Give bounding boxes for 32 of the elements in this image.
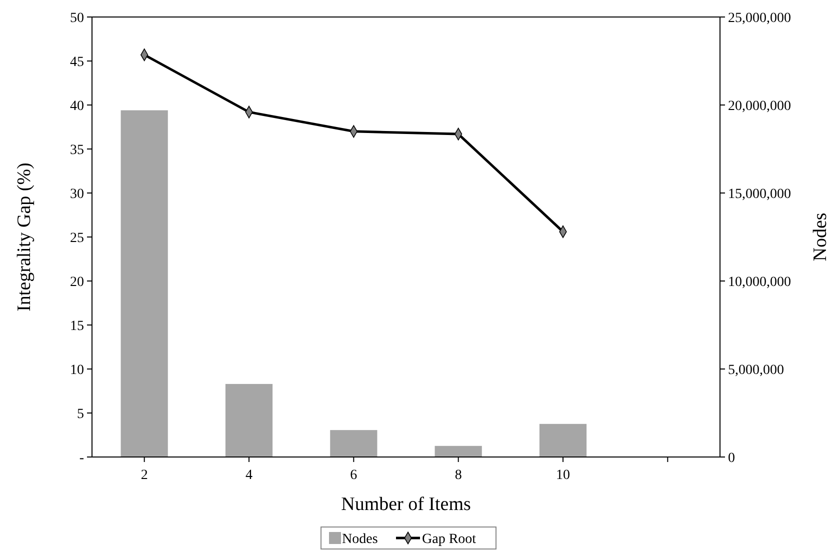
x-tick-label: 10 (556, 468, 570, 483)
x-tick-label: 6 (350, 468, 358, 483)
bar (330, 430, 378, 457)
x-tick-label: 2 (140, 468, 148, 483)
bar (434, 446, 482, 457)
x-axis-title: Number of Items (341, 494, 471, 515)
y2-tick-label: 20,000,000 (728, 99, 791, 114)
y-tick-label: 50 (70, 11, 84, 26)
y2-tick-label: 15,000,000 (728, 187, 791, 202)
y2-tick-label: 5,000,000 (728, 363, 784, 378)
y2-tick-label: 0 (728, 451, 735, 466)
bar (539, 424, 587, 457)
y-tick-label: 20 (70, 275, 84, 290)
bar (225, 384, 273, 457)
y-tick-label: 25 (70, 231, 84, 246)
x-tick-label: 8 (454, 468, 462, 483)
legend-label: Gap Root (422, 532, 476, 547)
y2-tick-label: 25,000,000 (728, 11, 791, 26)
bar (120, 110, 168, 457)
y-tick-label: 45 (70, 55, 84, 70)
y-tick-label: 15 (70, 319, 84, 334)
legend-label: Nodes (342, 532, 378, 547)
y2-tick-label: 10,000,000 (728, 275, 791, 290)
x-tick-label: 4 (246, 468, 252, 483)
y-tick-label: 30 (70, 187, 84, 202)
y-tick-label: 35 (70, 143, 84, 158)
y-tick-label: 40 (70, 99, 84, 114)
y-axis-title: Integrality Gap (%) (14, 162, 35, 312)
y-tick-label: 5 (77, 407, 84, 422)
y-tick-label: 10 (70, 363, 84, 378)
y-tick-label: - (79, 451, 84, 466)
y2-axis-title: Nodes (810, 212, 831, 262)
